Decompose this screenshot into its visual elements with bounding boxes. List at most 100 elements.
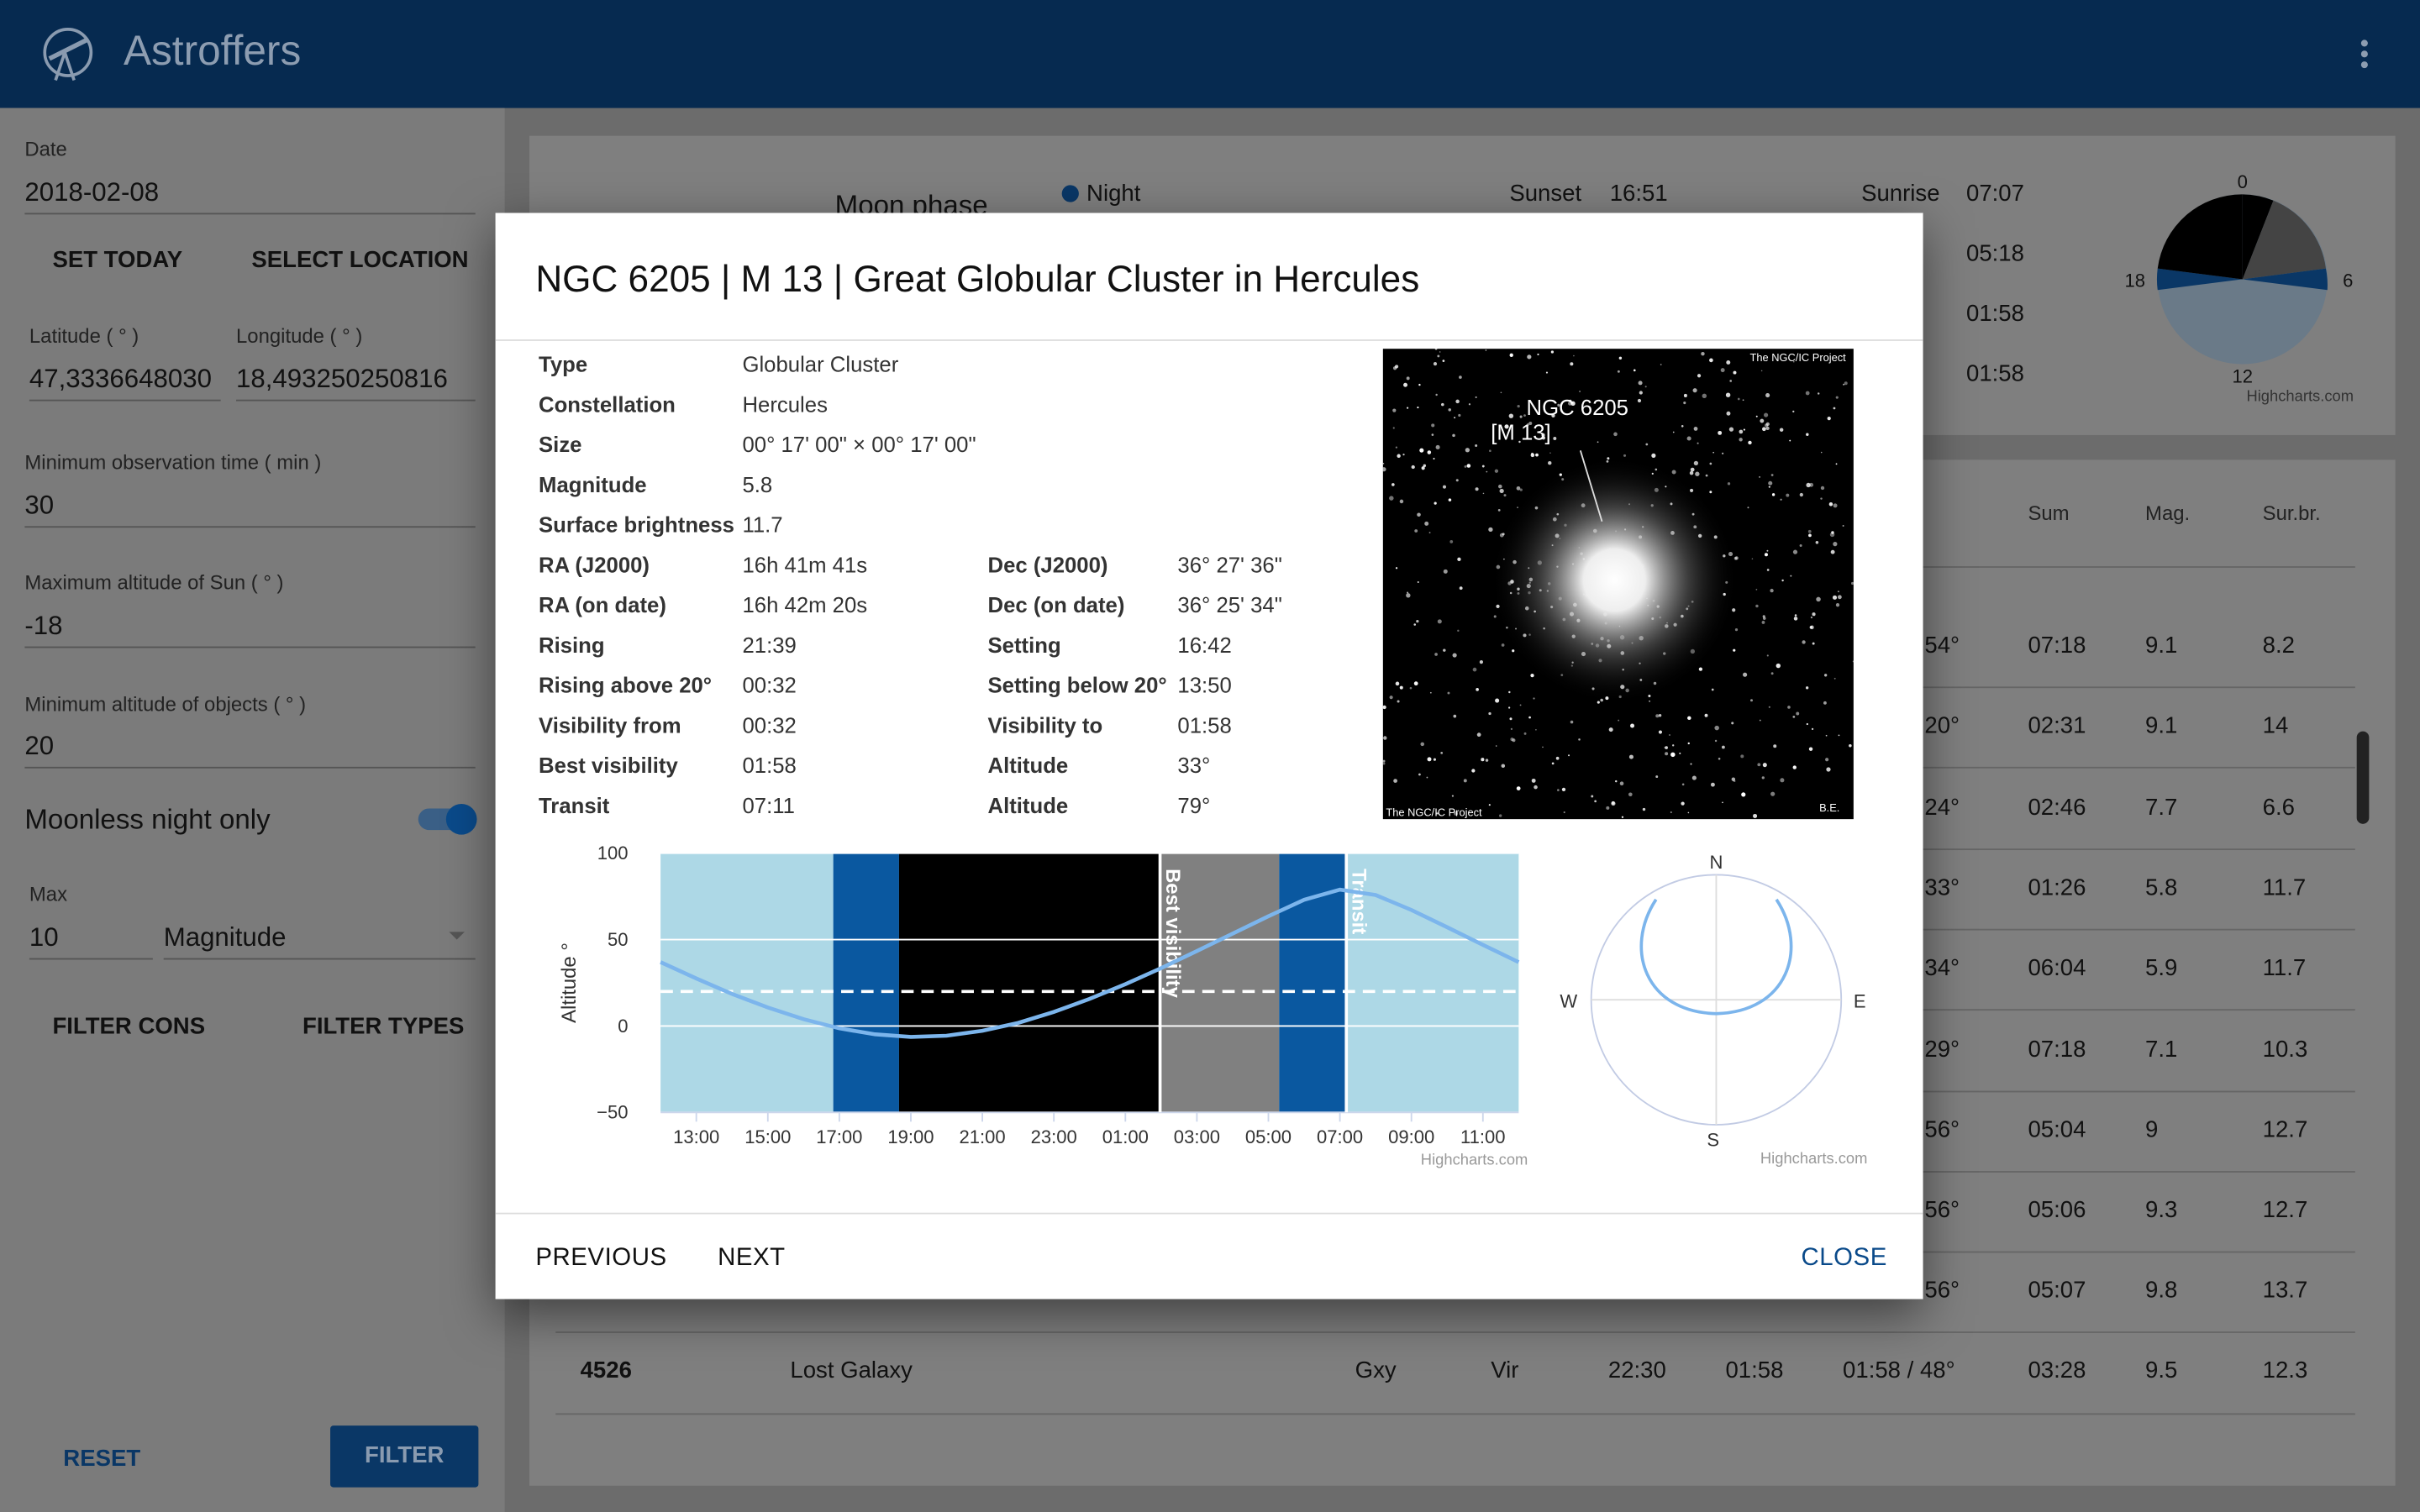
filter-cons-button[interactable]: FILTER CONS — [52, 1013, 206, 1040]
set-today-button[interactable]: SET TODAY — [52, 246, 183, 274]
star — [1808, 747, 1813, 751]
star — [1852, 660, 1854, 663]
star — [1789, 439, 1791, 442]
star — [1494, 469, 1499, 473]
star — [1644, 386, 1647, 388]
table-cell: 03:28 — [2028, 1357, 2086, 1384]
star — [1792, 549, 1798, 554]
star — [1792, 410, 1795, 412]
star — [1383, 736, 1387, 740]
detail-label: Visibility from — [539, 712, 681, 738]
star — [1771, 493, 1776, 496]
star — [1486, 470, 1488, 473]
filter-button-bg[interactable] — [330, 1425, 479, 1488]
star — [1453, 714, 1457, 718]
detail-value: 36° 25' 34" — [1177, 592, 1282, 617]
star — [1722, 452, 1724, 454]
star — [1806, 482, 1811, 488]
table-cell: 22:30 — [1607, 1357, 1666, 1384]
scrollbar[interactable] — [2356, 731, 2370, 824]
next-button[interactable]: NEXT — [718, 1245, 786, 1272]
close-button[interactable]: CLOSE — [1801, 1245, 1887, 1272]
star — [1557, 789, 1560, 791]
star — [1810, 616, 1813, 619]
moonless-toggle[interactable] — [413, 796, 484, 843]
star — [1531, 778, 1536, 783]
detail-value: 33° — [1177, 753, 1211, 778]
star — [1750, 699, 1753, 702]
select-location-button[interactable]: SELECT LOCATION — [251, 246, 469, 274]
filter-button[interactable]: FILTER — [365, 1442, 445, 1469]
previous-button[interactable]: PREVIOUS — [535, 1245, 667, 1272]
star — [1806, 433, 1809, 436]
star — [1658, 714, 1662, 717]
filter-types-button[interactable]: FILTER TYPES — [302, 1013, 465, 1040]
star — [1832, 595, 1838, 600]
star — [1466, 464, 1471, 468]
table-cell: 24° — [1924, 794, 1960, 821]
menu-button[interactable] — [2352, 37, 2376, 74]
latitude-input[interactable]: 47,3336648030 — [29, 364, 212, 394]
detail-label: RA (J2000) — [539, 552, 650, 577]
star — [1608, 727, 1613, 732]
star — [1811, 727, 1814, 731]
longitude-input[interactable]: 18,493250250816 — [236, 364, 448, 394]
magnitude-select[interactable]: Magnitude — [163, 922, 287, 953]
x-tick-label: 17:00 — [816, 1126, 862, 1147]
star — [1838, 595, 1842, 600]
star — [1820, 451, 1823, 454]
star — [1733, 648, 1736, 652]
max-sun-input[interactable]: -18 — [24, 611, 63, 641]
star — [1441, 402, 1444, 407]
field-label: Longitude ( ° ) — [236, 323, 363, 348]
table-cell: 6.6 — [2262, 794, 2295, 821]
star — [1693, 460, 1699, 466]
reset-button[interactable]: RESET — [63, 1446, 141, 1473]
star — [1454, 811, 1459, 816]
star — [1792, 715, 1796, 718]
star — [1827, 417, 1831, 421]
star — [1697, 442, 1699, 444]
star — [1512, 738, 1516, 743]
star — [1594, 800, 1597, 803]
star — [1442, 485, 1447, 489]
table-cell: 5.9 — [2145, 955, 2178, 982]
image-credit: B.E. — [1819, 801, 1839, 814]
y-axis-title: Altitude ° — [558, 942, 581, 1023]
star — [1765, 423, 1769, 428]
table-cell: 05:04 — [2028, 1116, 2086, 1143]
star — [1508, 706, 1511, 709]
pie-label: 6 — [2343, 270, 2353, 291]
star — [1687, 811, 1690, 814]
star — [1527, 354, 1532, 360]
star — [1557, 403, 1560, 407]
min-alt-input[interactable]: 20 — [24, 731, 55, 761]
star — [1691, 775, 1697, 780]
star — [1820, 497, 1823, 500]
image-label: [M 13] — [1491, 421, 1550, 444]
table-cell: 9.3 — [2145, 1197, 2178, 1224]
star — [1762, 617, 1766, 620]
table-cell: 07:18 — [2028, 1036, 2086, 1063]
max-input[interactable]: 10 — [29, 922, 59, 953]
star — [1475, 396, 1477, 399]
table-header: Mag. — [2145, 501, 2191, 525]
star — [1742, 399, 1744, 402]
star — [1825, 734, 1828, 737]
star — [1760, 370, 1763, 372]
star — [1709, 358, 1713, 363]
date-input[interactable]: 2018-02-08 — [24, 177, 160, 207]
min-obs-input[interactable]: 30 — [24, 491, 55, 520]
star — [1796, 711, 1800, 716]
table-cell: 34° — [1924, 955, 1960, 982]
star — [1434, 653, 1438, 656]
star — [1421, 466, 1425, 470]
star — [1823, 674, 1828, 677]
detail-label: Best visibility — [539, 753, 678, 778]
star — [1382, 759, 1386, 763]
star — [1755, 415, 1758, 417]
altitude-line — [660, 887, 1520, 1039]
table-cell: 4526 — [580, 1357, 632, 1384]
star — [1437, 619, 1442, 624]
star — [1748, 440, 1752, 445]
